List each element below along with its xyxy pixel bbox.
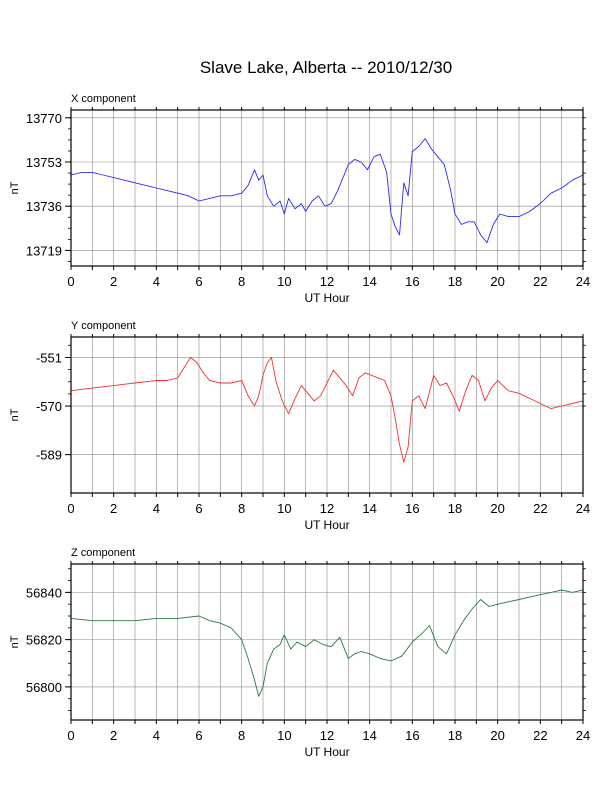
x-component-x-tick-label: 0 <box>67 274 74 289</box>
y-component-x-axis-label: UT Hour <box>304 518 349 532</box>
y-component-x-tick-label: 22 <box>533 501 547 516</box>
z-component-x-tick-label: 12 <box>320 728 334 743</box>
z-component-x-tick-label: 6 <box>195 728 202 743</box>
z-component-x-tick-label: 24 <box>576 728 590 743</box>
x-component-x-tick-label: 20 <box>490 274 504 289</box>
y-component-x-tick-label: 16 <box>405 501 419 516</box>
z-component-x-tick-label: 2 <box>110 728 117 743</box>
x-component-series-line <box>70 138 584 244</box>
x-component-x-tick-label: 14 <box>362 274 376 289</box>
z-component-y-tick-label: 56800 <box>26 680 62 695</box>
x-component-x-tick-label: 6 <box>195 274 202 289</box>
x-component-y-tick-label: 13770 <box>26 111 62 126</box>
y-component-x-tick-label: 10 <box>277 501 291 516</box>
y-component-x-tick-label: 24 <box>576 501 590 516</box>
x-component-y-tick-label: 13736 <box>26 199 62 214</box>
y-component-x-tick-label: 6 <box>195 501 202 516</box>
y-component-x-tick-label: 20 <box>490 501 504 516</box>
z-component-y-axis-label: nT <box>9 635 21 648</box>
y-component-x-tick-label: 4 <box>153 501 160 516</box>
y-component-x-tick-label: 8 <box>238 501 245 516</box>
x-component-y-tick-label: 13753 <box>26 155 62 170</box>
x-component-x-tick-label: 18 <box>448 274 462 289</box>
x-component-x-tick-label: 22 <box>533 274 547 289</box>
y-component-series-line <box>70 357 584 463</box>
z-component-x-tick-label: 16 <box>405 728 419 743</box>
z-component-x-tick-label: 10 <box>277 728 291 743</box>
x-component-x-tick-label: 4 <box>153 274 160 289</box>
x-component-x-tick-label: 10 <box>277 274 291 289</box>
z-component-x-tick-label: 22 <box>533 728 547 743</box>
x-component-panel-label: X component <box>71 93 136 105</box>
z-component-y-tick-label: 56820 <box>26 633 62 648</box>
page-title: Slave Lake, Alberta -- 2010/12/30 <box>199 58 453 77</box>
x-component-x-axis-label: UT Hour <box>304 291 349 305</box>
x-component-x-tick-label: 16 <box>405 274 419 289</box>
z-component-x-tick-label: 20 <box>490 728 504 743</box>
y-component-y-axis-label: nT <box>9 408 21 421</box>
x-component-x-tick-label: 12 <box>320 274 334 289</box>
y-component-y-tick-label: -589 <box>36 448 62 463</box>
x-component-y-tick-label: 13719 <box>26 243 62 258</box>
x-component-x-tick-label: 24 <box>576 274 590 289</box>
y-component-y-tick-label: -551 <box>36 350 62 365</box>
y-component-x-tick-label: 18 <box>448 501 462 516</box>
x-component-plot-frame <box>70 109 584 267</box>
z-component-x-tick-label: 0 <box>67 728 74 743</box>
z-component-series-line <box>70 589 584 697</box>
y-component-x-tick-label: 12 <box>320 501 334 516</box>
y-component-x-tick-label: 2 <box>110 501 117 516</box>
y-component-x-tick-label: 0 <box>67 501 74 516</box>
x-component-x-tick-label: 2 <box>110 274 117 289</box>
z-component-x-tick-label: 8 <box>238 728 245 743</box>
z-component-x-axis-label: UT Hour <box>304 745 349 759</box>
y-component-x-tick-label: 14 <box>362 501 376 516</box>
z-component-y-tick-label: 56840 <box>26 585 62 600</box>
y-component-panel-label: Y component <box>71 320 136 332</box>
x-component-x-tick-label: 8 <box>238 274 245 289</box>
z-component-plot-frame <box>70 563 584 721</box>
y-component-plot-frame <box>70 336 584 494</box>
z-component-panel-label: Z component <box>71 547 135 559</box>
x-component-y-axis-label: nT <box>9 181 21 194</box>
z-component-x-tick-label: 14 <box>362 728 376 743</box>
z-component-x-tick-label: 18 <box>448 728 462 743</box>
z-component-x-tick-label: 4 <box>153 728 160 743</box>
y-component-y-tick-label: -570 <box>36 399 62 414</box>
